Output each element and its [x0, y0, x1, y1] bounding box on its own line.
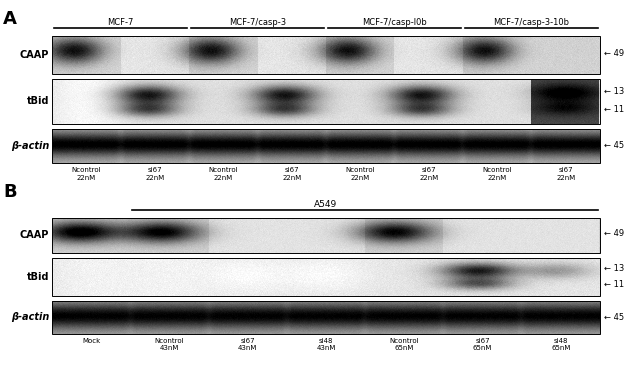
Text: Ncontrol
65nM: Ncontrol 65nM [390, 338, 419, 352]
Text: CAAP: CAAP [20, 231, 49, 240]
Text: ← 11: ← 11 [604, 105, 624, 114]
Text: Ncontrol
22nM: Ncontrol 22nM [209, 167, 238, 181]
Text: ← 11: ← 11 [604, 280, 624, 289]
Text: A549: A549 [315, 200, 338, 209]
Text: ← 45: ← 45 [604, 313, 624, 322]
Text: MCF-7/casp-3: MCF-7/casp-3 [229, 18, 286, 27]
Text: MCF-7: MCF-7 [107, 18, 134, 27]
Text: MCF-7/casp-l0b: MCF-7/casp-l0b [362, 18, 427, 27]
Bar [52, 218, 600, 253]
Text: β-actin: β-actin [11, 313, 49, 322]
Text: ← 49: ← 49 [604, 49, 624, 57]
Text: Ncontrol
22nM: Ncontrol 22nM [345, 167, 375, 181]
Text: Mock: Mock [82, 338, 100, 344]
Text: si67
22nM: si67 22nM [556, 167, 575, 181]
Text: Ncontrol
22nM: Ncontrol 22nM [482, 167, 512, 181]
Text: tBid: tBid [26, 96, 49, 107]
Text: Ncontrol
22nM: Ncontrol 22nM [71, 167, 101, 181]
Text: β-actin: β-actin [11, 141, 49, 151]
Text: ← 49: ← 49 [604, 229, 624, 238]
Bar [52, 129, 600, 163]
Bar [52, 258, 600, 296]
Text: si67
65nM: si67 65nM [473, 338, 492, 352]
Text: tBid: tBid [26, 272, 49, 282]
Bar [52, 301, 600, 334]
Text: ← 13: ← 13 [604, 264, 624, 273]
Bar [52, 36, 600, 74]
Text: A: A [3, 10, 17, 28]
Text: CAAP: CAAP [20, 50, 49, 60]
Text: MCF-7/casp-3-10b: MCF-7/casp-3-10b [494, 18, 569, 27]
Text: si48
65nM: si48 65nM [551, 338, 571, 352]
Text: Ncontrol
43nM: Ncontrol 43nM [155, 338, 184, 352]
Text: si67
22nM: si67 22nM [419, 167, 438, 181]
Text: si67
43nM: si67 43nM [238, 338, 257, 352]
Text: si48
43nM: si48 43nM [317, 338, 336, 352]
Text: si67
22nM: si67 22nM [282, 167, 301, 181]
Text: ← 13: ← 13 [604, 87, 624, 96]
Text: B: B [3, 183, 17, 201]
Text: ← 45: ← 45 [604, 141, 624, 150]
Text: si67
22nM: si67 22nM [145, 167, 164, 181]
Bar [52, 79, 600, 124]
